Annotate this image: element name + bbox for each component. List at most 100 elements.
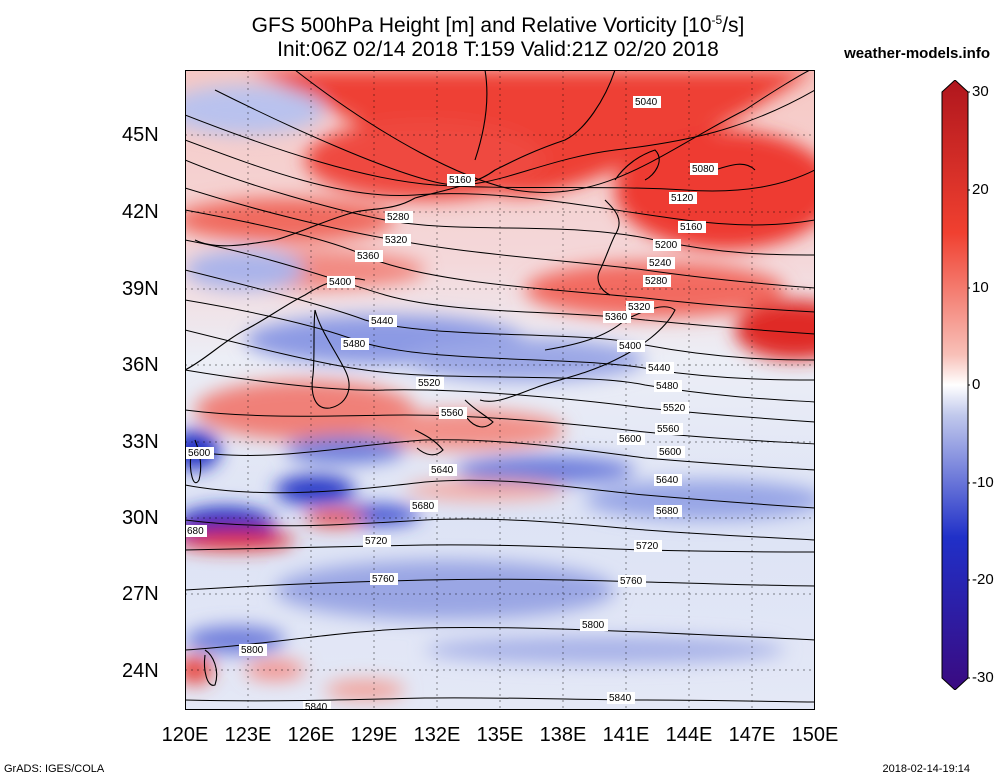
vorticity-field xyxy=(185,70,815,700)
chart-title-line2: Init:06Z 02/14 2018 T:159 Valid:21Z 02/2… xyxy=(277,38,719,61)
contour-label: 5680 xyxy=(656,506,679,517)
contour-label: 5320 xyxy=(628,302,651,313)
contour-label-bg xyxy=(385,211,413,223)
contour-label: 5840 xyxy=(609,693,632,704)
contour-label: 5680 xyxy=(412,501,435,512)
contour-label-bg xyxy=(618,575,646,587)
contour-label-bg xyxy=(653,239,681,251)
contour-label: 5720 xyxy=(636,541,659,552)
colorbar-label: -20 xyxy=(972,571,994,588)
lon-label: 120E xyxy=(161,724,209,746)
colorbar xyxy=(941,80,970,690)
contour-label: 5840 xyxy=(305,702,328,710)
lon-label: 147E xyxy=(728,724,776,746)
contour-label-bg xyxy=(341,338,369,350)
contour-label: 5560 xyxy=(441,408,464,419)
graticule xyxy=(185,70,815,710)
contour-label: 5320 xyxy=(385,235,408,246)
contour-label-bg xyxy=(410,500,438,512)
contour-label: 5480 xyxy=(656,381,679,392)
lat-label: 27N xyxy=(122,583,159,605)
contour-label-bg xyxy=(186,447,214,459)
contour-label: 5400 xyxy=(329,277,352,288)
contour-label-bg xyxy=(439,407,467,419)
contour-label-bg xyxy=(370,573,398,585)
contour-label: 5440 xyxy=(648,363,671,374)
contour-label-bg xyxy=(369,315,397,327)
lon-label: 138E xyxy=(539,724,587,746)
contour-label-bg xyxy=(447,174,475,186)
contour-label: 5080 xyxy=(692,164,715,175)
contour-label-bg xyxy=(669,192,697,204)
contour-label-bg xyxy=(654,474,682,486)
contour-label-bg xyxy=(646,362,674,374)
contour-label: 5720 xyxy=(365,536,388,547)
contour-label-bg xyxy=(416,377,444,389)
contour-label-bg xyxy=(429,464,457,476)
contour-label-bg xyxy=(239,644,267,656)
footer-credit: GrADS: IGES/COLA xyxy=(4,763,105,775)
contour-label: 680 xyxy=(187,526,204,537)
height-contours xyxy=(185,70,815,703)
lon-label: 123E xyxy=(224,724,272,746)
contour-label-bg xyxy=(654,505,682,517)
contour-label: 5440 xyxy=(371,316,394,327)
contour-label: 5560 xyxy=(657,424,680,435)
lat-label: 39N xyxy=(122,278,159,300)
contour-label: 5120 xyxy=(671,193,694,204)
contour-label-bg xyxy=(626,301,654,313)
contour-label-bg xyxy=(690,163,718,175)
contour-label-bg xyxy=(655,423,683,435)
contour-label: 5520 xyxy=(418,378,441,389)
contour-label-bg xyxy=(603,311,631,323)
contour-label: 5600 xyxy=(619,434,642,445)
brand-label: weather-models.info xyxy=(844,45,990,62)
contour-label: 5360 xyxy=(357,251,380,262)
lon-label: 150E xyxy=(791,724,839,746)
contour-label: 5160 xyxy=(680,222,703,233)
contour-label-bg xyxy=(327,276,355,288)
vorticity-map: 5040508051205160516052005240528052805320… xyxy=(185,70,815,710)
contour-label-bg xyxy=(633,96,661,108)
contour-label: 5760 xyxy=(620,576,643,587)
contour-label-bg xyxy=(643,275,671,287)
colorbar-label: -30 xyxy=(972,669,994,686)
contour-label-bg xyxy=(647,257,675,269)
lat-label: 33N xyxy=(122,431,159,453)
contour-label: 5640 xyxy=(656,475,679,486)
contour-label: 5800 xyxy=(241,645,264,656)
contour-label-bg xyxy=(185,525,207,537)
contour-labels: 5040508051205160516052005240528052805320… xyxy=(185,96,718,710)
colorbar-label: 10 xyxy=(972,279,989,296)
chart-title-line1: GFS 500hPa Height [m] and Relative Vorti… xyxy=(251,13,745,37)
lon-label: 129E xyxy=(350,724,398,746)
contour-label: 5600 xyxy=(659,447,682,458)
map-frame xyxy=(185,70,815,710)
footer-timestamp: 2018-02-14-19:14 xyxy=(882,763,970,775)
contour-label: 5240 xyxy=(649,258,672,269)
contour-label: 5800 xyxy=(582,620,605,631)
contour-label: 5200 xyxy=(655,240,678,251)
contour-label-bg xyxy=(661,402,689,414)
colorbar-label: 0 xyxy=(972,376,981,393)
colorbar-label: 20 xyxy=(972,181,989,198)
lon-label: 144E xyxy=(665,724,713,746)
colorbar-label: -10 xyxy=(972,474,994,491)
contour-label-bg xyxy=(617,340,645,352)
lat-label: 45N xyxy=(122,124,159,146)
lon-label: 126E xyxy=(287,724,335,746)
contour-label: 5280 xyxy=(645,276,668,287)
contour-label: 5640 xyxy=(431,465,454,476)
contour-label: 5280 xyxy=(387,212,410,223)
lat-label: 42N xyxy=(122,201,159,223)
contour-label-bg xyxy=(654,380,682,392)
colorbar-label: 30 xyxy=(972,83,989,100)
contour-label: 5760 xyxy=(372,574,395,585)
lon-label: 141E xyxy=(602,724,650,746)
contour-label-bg xyxy=(617,433,645,445)
lon-label: 132E xyxy=(413,724,461,746)
contour-label-bg xyxy=(678,221,706,233)
contour-label: 5600 xyxy=(188,448,211,459)
contour-label-bg xyxy=(657,446,685,458)
contour-label-bg xyxy=(383,234,411,246)
